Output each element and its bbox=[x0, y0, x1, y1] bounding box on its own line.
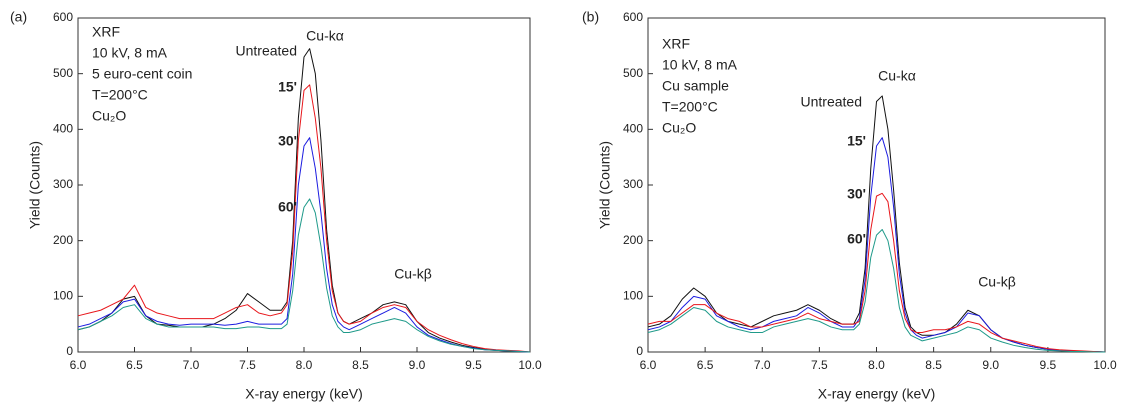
legend-label: Untreated bbox=[236, 43, 297, 59]
x-tick-label: 6.0 bbox=[70, 358, 87, 372]
x-tick-label: 8.0 bbox=[868, 358, 885, 372]
x-tick-label: 7.5 bbox=[811, 358, 828, 372]
x-tick-label: 9.5 bbox=[465, 358, 482, 372]
series-line bbox=[77, 198, 531, 353]
x-tick-label: 6.5 bbox=[697, 358, 714, 372]
x-tick-label: 9.0 bbox=[982, 358, 999, 372]
x-tick-label: 7.0 bbox=[183, 358, 200, 372]
y-tick-label: 0 bbox=[66, 344, 73, 358]
y-tick-label: 0 bbox=[636, 344, 643, 358]
peak-label: Cu-kα bbox=[306, 28, 344, 44]
y-tick-label: 300 bbox=[53, 177, 73, 191]
panel-label: (a) bbox=[10, 9, 27, 25]
annotation: Cu sample bbox=[662, 78, 729, 94]
x-tick-label: 6.0 bbox=[640, 358, 657, 372]
x-tick-label: 6.5 bbox=[126, 358, 143, 372]
y-axis-label: Yield (Counts) bbox=[27, 141, 43, 229]
y-tick-label: 500 bbox=[53, 66, 73, 80]
x-axis-label: X-ray energy (keV) bbox=[818, 386, 935, 402]
x-tick-label: 8.5 bbox=[352, 358, 369, 372]
y-tick-label: 400 bbox=[53, 122, 73, 136]
annotation: T=200°C bbox=[92, 87, 148, 103]
series-line bbox=[77, 84, 531, 353]
y-tick-label: 600 bbox=[623, 10, 643, 24]
annotation: XRF bbox=[92, 24, 120, 40]
y-axis-label: Yield (Counts) bbox=[597, 141, 613, 229]
x-tick-label: 10.0 bbox=[518, 358, 542, 372]
annotation: 5 euro-cent coin bbox=[92, 66, 192, 82]
y-tick-label: 400 bbox=[623, 122, 643, 136]
legend-label: 30' bbox=[847, 186, 866, 202]
y-tick-label: 100 bbox=[53, 289, 73, 303]
x-tick-label: 7.0 bbox=[754, 358, 771, 372]
y-tick-label: 600 bbox=[53, 10, 73, 24]
legend-label: 60' bbox=[278, 199, 297, 215]
series-line bbox=[77, 48, 531, 353]
y-tick-label: 300 bbox=[623, 177, 643, 191]
y-tick-label: 500 bbox=[623, 66, 643, 80]
y-tick-label: 200 bbox=[53, 233, 73, 247]
x-tick-label: 9.0 bbox=[409, 358, 426, 372]
annotation: Cu₂O bbox=[92, 108, 126, 124]
legend-label: 15' bbox=[278, 79, 297, 95]
x-tick-label: 8.0 bbox=[296, 358, 313, 372]
series-line bbox=[647, 137, 1106, 353]
legend-label: Untreated bbox=[801, 94, 862, 110]
annotation: T=200°C bbox=[662, 99, 718, 115]
panel-label: (b) bbox=[582, 9, 599, 25]
legend-label: 15' bbox=[847, 133, 866, 149]
series-line bbox=[647, 229, 1105, 353]
legend-label: 60' bbox=[847, 231, 866, 247]
y-tick-label: 100 bbox=[623, 289, 643, 303]
peak-label: Cu-kβ bbox=[978, 274, 1016, 290]
legend-label: 30' bbox=[278, 133, 297, 149]
series-line bbox=[77, 137, 531, 353]
peak-label: Cu-kα bbox=[878, 68, 916, 84]
x-tick-label: 9.5 bbox=[1040, 358, 1057, 372]
annotation: Cu₂O bbox=[662, 120, 696, 136]
x-tick-label: 10.0 bbox=[1093, 358, 1117, 372]
series-line bbox=[647, 95, 1106, 353]
x-axis-label: X-ray energy (keV) bbox=[245, 386, 362, 402]
x-tick-label: 7.5 bbox=[239, 358, 256, 372]
annotation: 10 kV, 8 mA bbox=[92, 45, 168, 61]
y-tick-label: 200 bbox=[623, 233, 643, 247]
series-line bbox=[647, 192, 1106, 353]
annotation: 10 kV, 8 mA bbox=[662, 57, 738, 73]
peak-label: Cu-kβ bbox=[394, 266, 432, 282]
x-tick-label: 8.5 bbox=[925, 358, 942, 372]
annotation: XRF bbox=[662, 36, 690, 52]
